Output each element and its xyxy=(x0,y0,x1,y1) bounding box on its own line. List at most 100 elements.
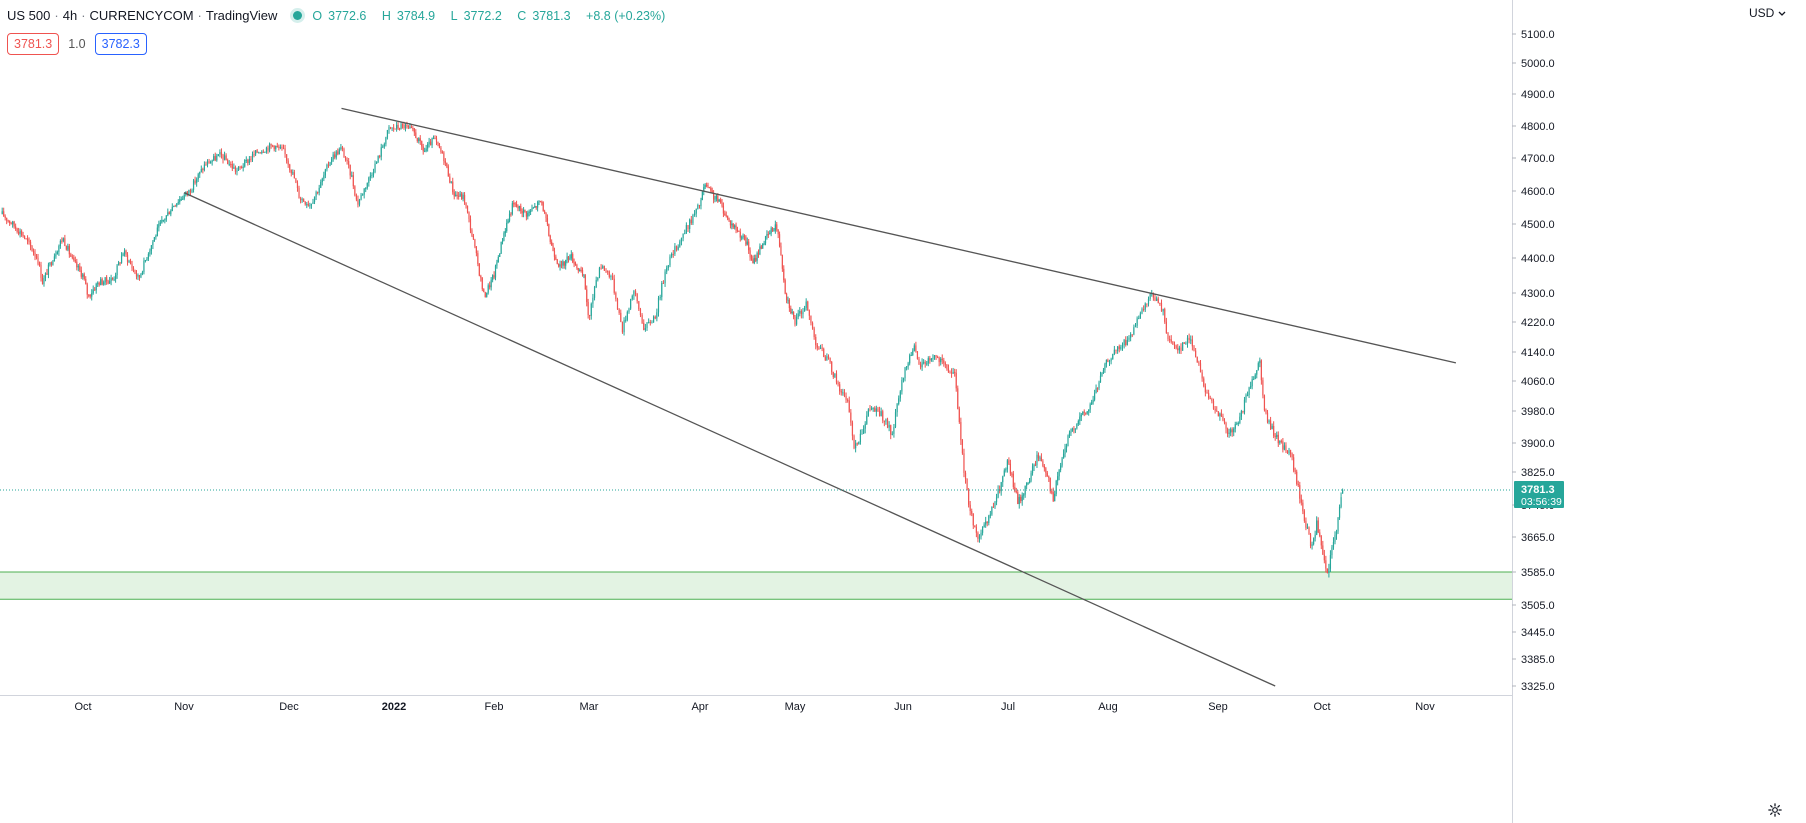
candle xyxy=(1289,449,1292,458)
candle xyxy=(511,200,513,216)
candle xyxy=(913,343,915,352)
candle xyxy=(690,215,692,225)
separator-1: · xyxy=(54,8,59,23)
candle xyxy=(458,191,460,200)
candle xyxy=(489,281,491,290)
candle xyxy=(1079,412,1081,425)
candle xyxy=(344,155,347,162)
candle xyxy=(223,151,226,161)
candle xyxy=(689,218,691,234)
candle xyxy=(456,191,458,200)
buy-price-button[interactable]: 3782.3 xyxy=(94,33,147,55)
candle xyxy=(400,122,402,130)
candle xyxy=(1031,463,1034,476)
candle xyxy=(306,202,308,209)
candle xyxy=(756,251,758,264)
candle xyxy=(1248,386,1250,398)
candle xyxy=(447,164,449,177)
current-price-tag[interactable]: 3781.303:56:39 xyxy=(1514,481,1564,509)
candle xyxy=(570,250,572,261)
candle xyxy=(639,307,642,318)
candle xyxy=(380,143,382,161)
candle xyxy=(18,227,20,236)
candle xyxy=(282,144,285,150)
candle xyxy=(1322,540,1324,555)
candle xyxy=(834,373,836,379)
candle xyxy=(923,359,925,365)
candle xyxy=(268,142,271,153)
open-key: O xyxy=(312,8,323,23)
current-price-value: 3781.3 xyxy=(1521,484,1555,496)
candle xyxy=(555,254,557,261)
candle xyxy=(1,207,3,215)
candle xyxy=(365,187,367,193)
candle xyxy=(589,314,591,321)
candle xyxy=(827,354,830,360)
candle xyxy=(484,291,486,298)
trendline-upper-resistance[interactable] xyxy=(341,107,1457,364)
candle xyxy=(581,267,584,277)
symbol-name[interactable]: US 500 xyxy=(7,8,51,23)
candle xyxy=(695,208,697,218)
candle xyxy=(462,192,464,202)
candle xyxy=(935,354,937,361)
candle xyxy=(64,234,66,247)
candle xyxy=(401,123,404,129)
candle xyxy=(874,406,876,412)
candle xyxy=(1086,410,1088,415)
candle xyxy=(1212,398,1215,410)
candle xyxy=(776,221,778,232)
sell-price-button[interactable]: 3781.3 xyxy=(7,33,60,55)
candle xyxy=(835,370,838,385)
support-zone[interactable] xyxy=(0,572,1512,600)
candle xyxy=(415,129,417,139)
candle xyxy=(1223,418,1226,425)
candle xyxy=(15,223,17,231)
currency-selector[interactable]: USD xyxy=(1749,6,1786,20)
candle xyxy=(343,147,345,158)
candle xyxy=(886,417,889,429)
candle xyxy=(569,254,571,261)
spread-value: 1.0 xyxy=(68,37,86,51)
candle xyxy=(532,206,535,209)
candle xyxy=(1065,443,1068,453)
candle xyxy=(1098,380,1100,391)
candle xyxy=(131,260,133,272)
candle xyxy=(1233,427,1235,437)
candle xyxy=(864,421,866,434)
market-status-icon[interactable] xyxy=(293,11,303,20)
candle xyxy=(894,408,897,429)
candle xyxy=(994,500,996,509)
candle xyxy=(1083,409,1085,417)
candle xyxy=(1193,344,1195,352)
candle xyxy=(742,233,744,240)
candle xyxy=(346,157,348,165)
candle xyxy=(197,172,199,182)
candle xyxy=(1204,383,1206,397)
candle xyxy=(1175,344,1177,350)
candle xyxy=(1149,292,1151,301)
candle xyxy=(73,254,75,262)
candle xyxy=(474,238,476,249)
candle xyxy=(1250,381,1252,390)
candle xyxy=(625,315,627,323)
candle xyxy=(907,361,909,370)
candle xyxy=(700,197,702,210)
candle xyxy=(341,145,344,152)
candle xyxy=(478,262,480,277)
y-tick-label: 3980.0 xyxy=(1521,406,1555,418)
candle xyxy=(983,522,985,528)
candle xyxy=(1055,479,1057,497)
candle xyxy=(839,381,841,395)
candle xyxy=(753,254,755,265)
trendline-lower-support[interactable] xyxy=(183,192,1276,687)
candle xyxy=(1164,307,1166,324)
candle xyxy=(267,145,269,154)
interval-label[interactable]: 4h xyxy=(62,8,78,23)
candle xyxy=(77,264,79,272)
candle xyxy=(259,152,261,154)
gear-icon[interactable] xyxy=(1768,803,1782,817)
candle xyxy=(552,242,554,252)
candle xyxy=(1280,439,1282,444)
